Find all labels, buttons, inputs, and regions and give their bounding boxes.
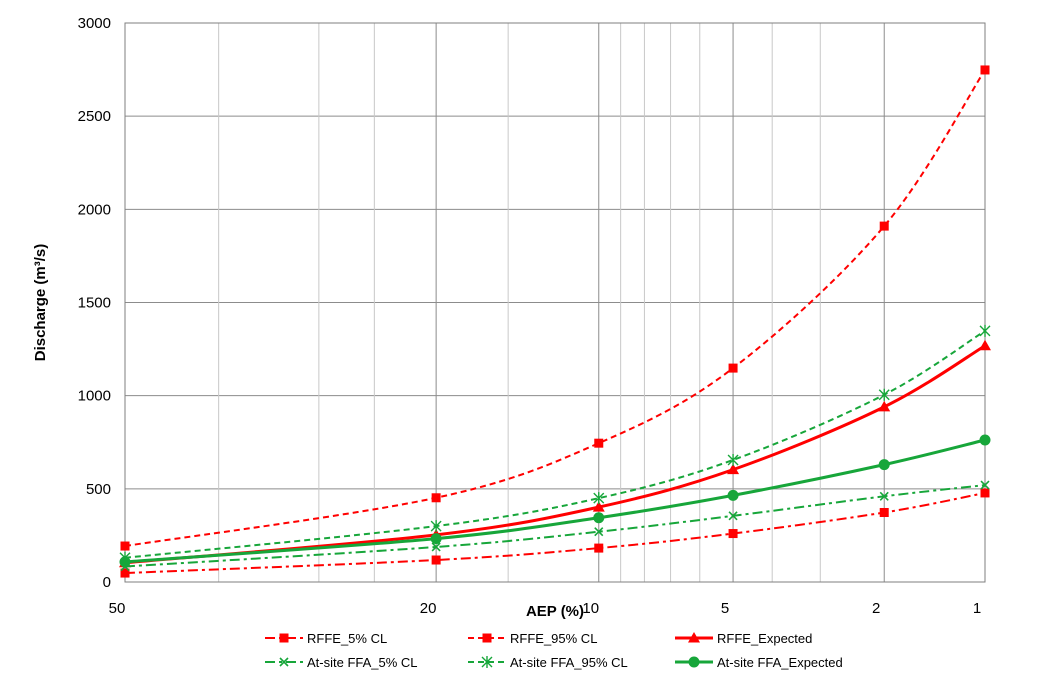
legend-swatch-marker <box>279 657 289 667</box>
data-point <box>120 568 130 578</box>
data-point <box>878 400 891 412</box>
series-group <box>119 65 991 578</box>
series-line <box>124 484 986 568</box>
y-tick-label: 2500 <box>78 108 111 125</box>
data-point <box>594 527 604 537</box>
series-2 <box>120 65 990 551</box>
data-point <box>119 556 131 568</box>
data-point <box>727 463 740 475</box>
plot-area-frame <box>124 22 986 583</box>
series-line <box>124 491 986 575</box>
data-point <box>727 453 739 466</box>
data-point <box>878 459 890 471</box>
data-point <box>979 324 991 337</box>
legend: RFFE_5% CL RFFE_95% CL RFFE_Expected At-sit… <box>265 631 843 670</box>
data-point <box>980 480 990 490</box>
legend-swatch-marker <box>482 633 492 643</box>
series-1 <box>120 488 990 578</box>
data-point <box>593 492 605 505</box>
series-5 <box>119 324 991 564</box>
data-point <box>728 511 738 521</box>
legend-label: RFFE_5% CL <box>307 631 387 646</box>
data-point <box>594 438 604 448</box>
y-axis-title: Discharge (m³/s) <box>32 244 49 362</box>
legend-label: At-site FFA_Expected <box>717 655 843 670</box>
data-point <box>979 434 991 446</box>
data-point <box>980 65 990 75</box>
legend-item: RFFE_Expected <box>675 631 812 646</box>
data-point <box>594 543 604 553</box>
legend-label: At-site FFA_95% CL <box>510 655 628 670</box>
data-point <box>879 491 889 501</box>
series-6 <box>119 434 991 568</box>
data-point <box>431 542 441 552</box>
legend-label: RFFE_95% CL <box>510 631 597 646</box>
data-point <box>593 512 605 524</box>
x-tick-label: 10 <box>582 600 599 617</box>
series-line <box>124 344 986 565</box>
y-tick-label: 1500 <box>78 295 111 312</box>
x-tick-label: 1 <box>973 600 981 617</box>
data-point <box>430 533 442 545</box>
data-point <box>430 520 442 533</box>
legend-swatch-marker <box>279 633 289 643</box>
grid <box>124 22 986 583</box>
series-line <box>124 438 986 564</box>
data-point <box>980 488 990 498</box>
y-tick-label: 3000 <box>78 15 111 32</box>
data-point <box>592 501 605 512</box>
y-tick-label: 500 <box>86 481 111 498</box>
x-axis-ticks: 50 20 10 5 2 1 <box>109 600 982 617</box>
data-point <box>728 363 738 373</box>
data-point <box>431 555 441 565</box>
legend-label: RFFE_Expected <box>717 631 812 646</box>
legend-swatch-marker <box>481 656 493 668</box>
y-tick-label: 1000 <box>78 388 111 405</box>
series-3 <box>119 339 991 568</box>
data-point <box>979 339 991 351</box>
legend-item: At-site FFA_5% CL <box>265 655 418 670</box>
x-tick-label: 5 <box>721 600 729 617</box>
data-point <box>727 489 739 501</box>
data-point <box>431 493 441 503</box>
data-point <box>879 507 889 517</box>
legend-label: At-site FFA_5% CL <box>307 655 418 670</box>
legend-swatch-marker <box>688 632 700 643</box>
y-tick-label: 0 <box>103 574 111 591</box>
legend-item: RFFE_5% CL <box>265 631 387 646</box>
x-tick-label: 2 <box>872 600 880 617</box>
data-point <box>120 541 130 551</box>
data-point <box>728 529 738 539</box>
legend-item: RFFE_95% CL <box>468 631 597 646</box>
data-point <box>879 221 889 231</box>
data-point <box>878 388 890 401</box>
legend-swatch-marker <box>688 656 700 668</box>
y-axis-ticks: 0 500 1000 1500 2000 2500 3000 <box>78 15 111 591</box>
x-tick-label: 50 <box>109 600 126 617</box>
series-4 <box>120 480 990 572</box>
x-tick-label: 20 <box>420 600 437 617</box>
y-tick-label: 2000 <box>78 201 111 218</box>
legend-item: At-site FFA_95% CL <box>468 655 628 670</box>
series-line <box>124 69 986 548</box>
x-axis-title: AEP (%) <box>526 603 584 620</box>
legend-item: At-site FFA_Expected <box>675 655 843 670</box>
